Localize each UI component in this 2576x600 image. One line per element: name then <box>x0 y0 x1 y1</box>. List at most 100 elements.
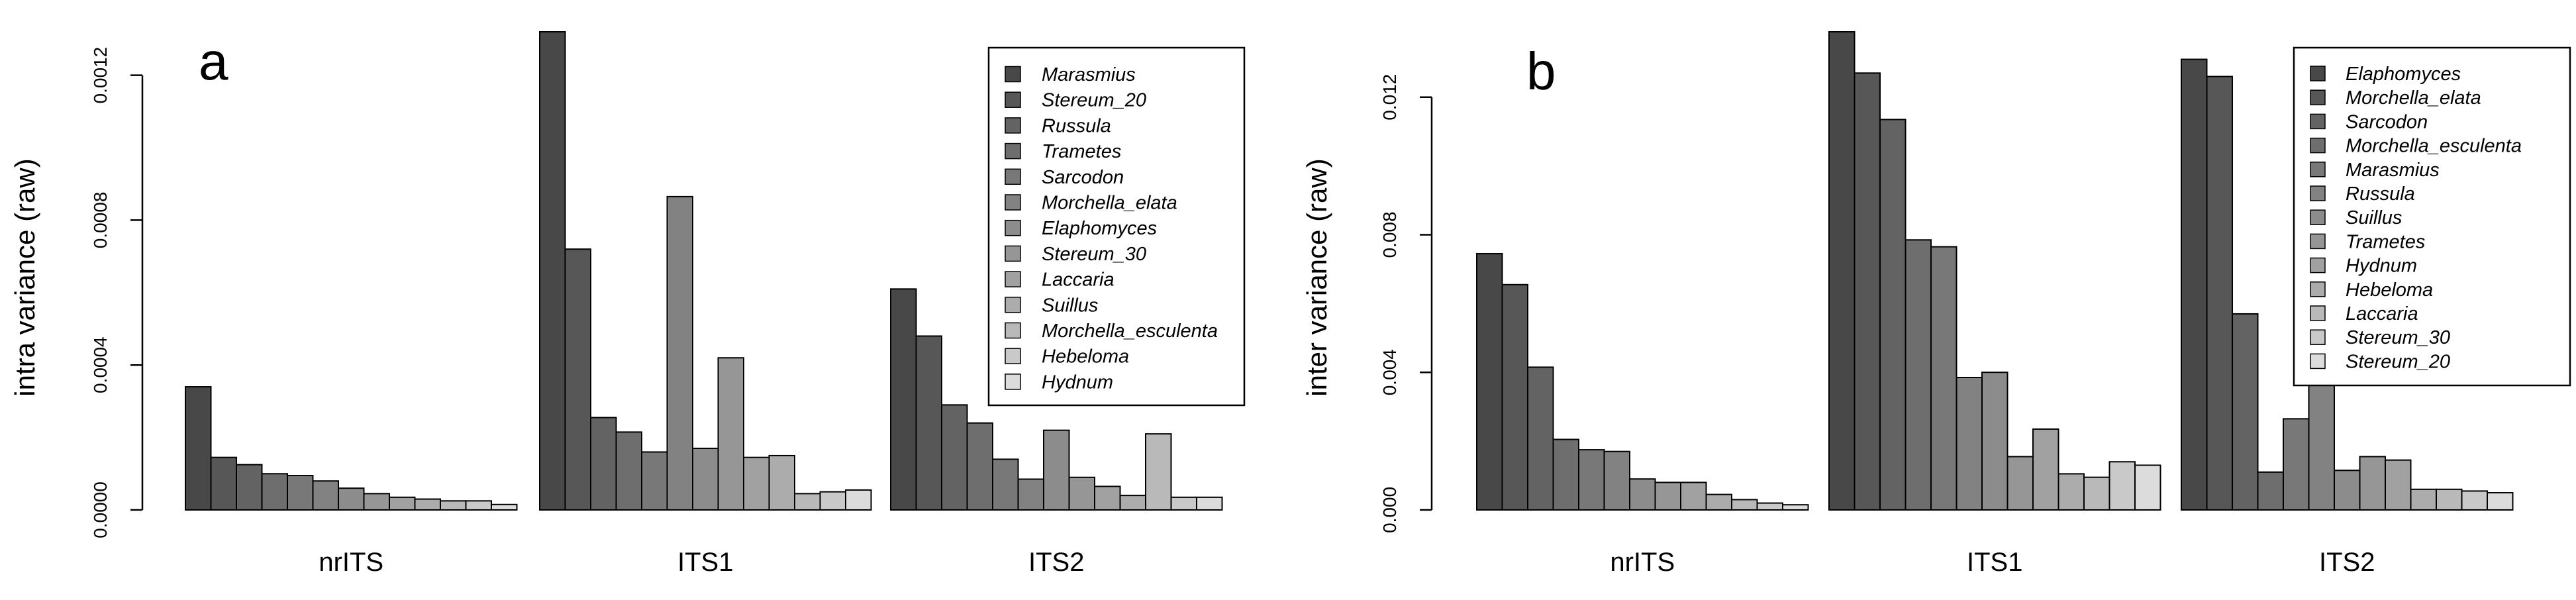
bar <box>2359 456 2386 511</box>
legend-entry: Stereum_20 <box>2346 351 2450 372</box>
bar <box>941 404 968 511</box>
legend-swatch <box>2310 329 2326 345</box>
bar <box>768 454 795 511</box>
bar <box>338 487 365 511</box>
legend-entry: Morchella_esculenta <box>2346 136 2522 157</box>
bar <box>261 473 288 511</box>
legend-swatch <box>1005 194 1021 211</box>
bar <box>1501 283 1528 511</box>
bar <box>1981 372 2008 511</box>
bar <box>414 498 441 511</box>
legend-entry: Russula <box>1042 115 1111 136</box>
bar <box>1731 499 1758 511</box>
legend-entry: Laccaria <box>2346 303 2418 325</box>
bar <box>641 451 668 511</box>
bar <box>312 480 339 511</box>
bar <box>210 456 237 511</box>
legend-swatch <box>2310 305 2326 321</box>
bar <box>1527 366 1554 511</box>
bar <box>2232 313 2259 511</box>
bar <box>2057 473 2085 511</box>
chart-panel-b: 0.000 0.004 0.008 0.012 inter variance (raw)… <box>1301 31 2571 577</box>
bar <box>992 458 1019 511</box>
bar <box>539 31 566 511</box>
legend-entry: Suillus <box>1042 295 1098 316</box>
bar <box>2006 456 2034 511</box>
bar <box>1680 481 1707 511</box>
legend-swatch <box>2310 185 2326 201</box>
bar <box>615 431 642 511</box>
y-tick-label: 0.004 <box>1379 349 1400 395</box>
legend-entry: Stereum_30 <box>2346 327 2450 348</box>
legend-entry: Marasmius <box>1042 64 1136 85</box>
legend-entry: Morchella_esculenta <box>1042 321 1218 342</box>
bar <box>1930 246 1957 511</box>
bar <box>2461 490 2488 511</box>
bar <box>966 422 993 511</box>
bar <box>1854 72 1881 511</box>
y-axis-title: inter variance (raw) <box>1301 158 1332 396</box>
bar <box>564 248 591 511</box>
y-tick-label: 0.000 <box>1379 487 1400 533</box>
y-tick-label: 0.0008 <box>90 192 111 249</box>
legend-swatch <box>1005 219 1021 236</box>
legend-swatch <box>1005 271 1021 287</box>
bar <box>185 386 212 511</box>
bar <box>287 475 314 511</box>
legend-swatch <box>1005 297 1021 313</box>
legend-swatch <box>1005 374 1021 390</box>
bar <box>1119 495 1146 511</box>
bar <box>692 448 719 511</box>
legend-entry: Elaphomyces <box>1042 218 1157 239</box>
legend-swatch <box>1005 168 1021 185</box>
bar <box>491 503 518 511</box>
bar <box>1756 502 1783 511</box>
bar <box>2108 461 2136 511</box>
legend-entry: Hydnum <box>1042 372 1113 393</box>
bar <box>2308 373 2335 511</box>
bar <box>1705 493 1732 511</box>
bar <box>1603 450 1630 511</box>
legend-swatch <box>1005 142 1021 160</box>
bar <box>465 500 492 511</box>
legend-entry: Sarcodon <box>1042 167 1124 188</box>
bar <box>1782 504 1809 511</box>
legend-entry: Stereum_20 <box>1042 90 1146 111</box>
y-tick-label: 0.012 <box>1379 74 1400 121</box>
bar <box>1068 476 1095 511</box>
category-label: nrITS <box>319 548 383 577</box>
legend-swatch <box>2310 353 2326 370</box>
legend-entry: Morchella_elata <box>2346 87 2481 109</box>
bar <box>1629 478 1656 511</box>
bar <box>1043 429 1070 511</box>
bar <box>1905 239 1932 511</box>
legend-box <box>2293 46 2571 387</box>
legend-swatch <box>2310 257 2326 274</box>
legend-entry: Sarcodon <box>2346 111 2428 132</box>
legend-swatch <box>2310 89 2326 105</box>
bar <box>2334 470 2361 511</box>
bar <box>717 357 744 511</box>
legend-swatch <box>1005 348 1021 364</box>
bar <box>890 288 917 511</box>
bar <box>915 335 942 511</box>
legend-swatch <box>1005 245 1021 262</box>
bar <box>1145 433 1172 511</box>
bar <box>666 195 693 511</box>
legend-swatch <box>2310 66 2326 81</box>
legend-entry: Hebeloma <box>1042 346 1129 368</box>
bar <box>2283 418 2310 511</box>
legend-entry: Stereum_30 <box>1042 244 1146 265</box>
legend-box <box>987 46 1246 407</box>
chart-panel-a: 0.0000 0.0004 0.0008 0.0012 intra variance (… <box>9 31 1246 577</box>
bar <box>1552 438 1579 511</box>
bar <box>2436 488 2463 511</box>
bar <box>1828 31 1856 511</box>
bar <box>2083 476 2110 511</box>
bar <box>1654 481 1681 511</box>
legend-entry: Elaphomyces <box>2346 64 2461 85</box>
y-tick-label: 0.0004 <box>90 336 111 393</box>
bar <box>2410 488 2437 511</box>
bar <box>2487 492 2514 511</box>
